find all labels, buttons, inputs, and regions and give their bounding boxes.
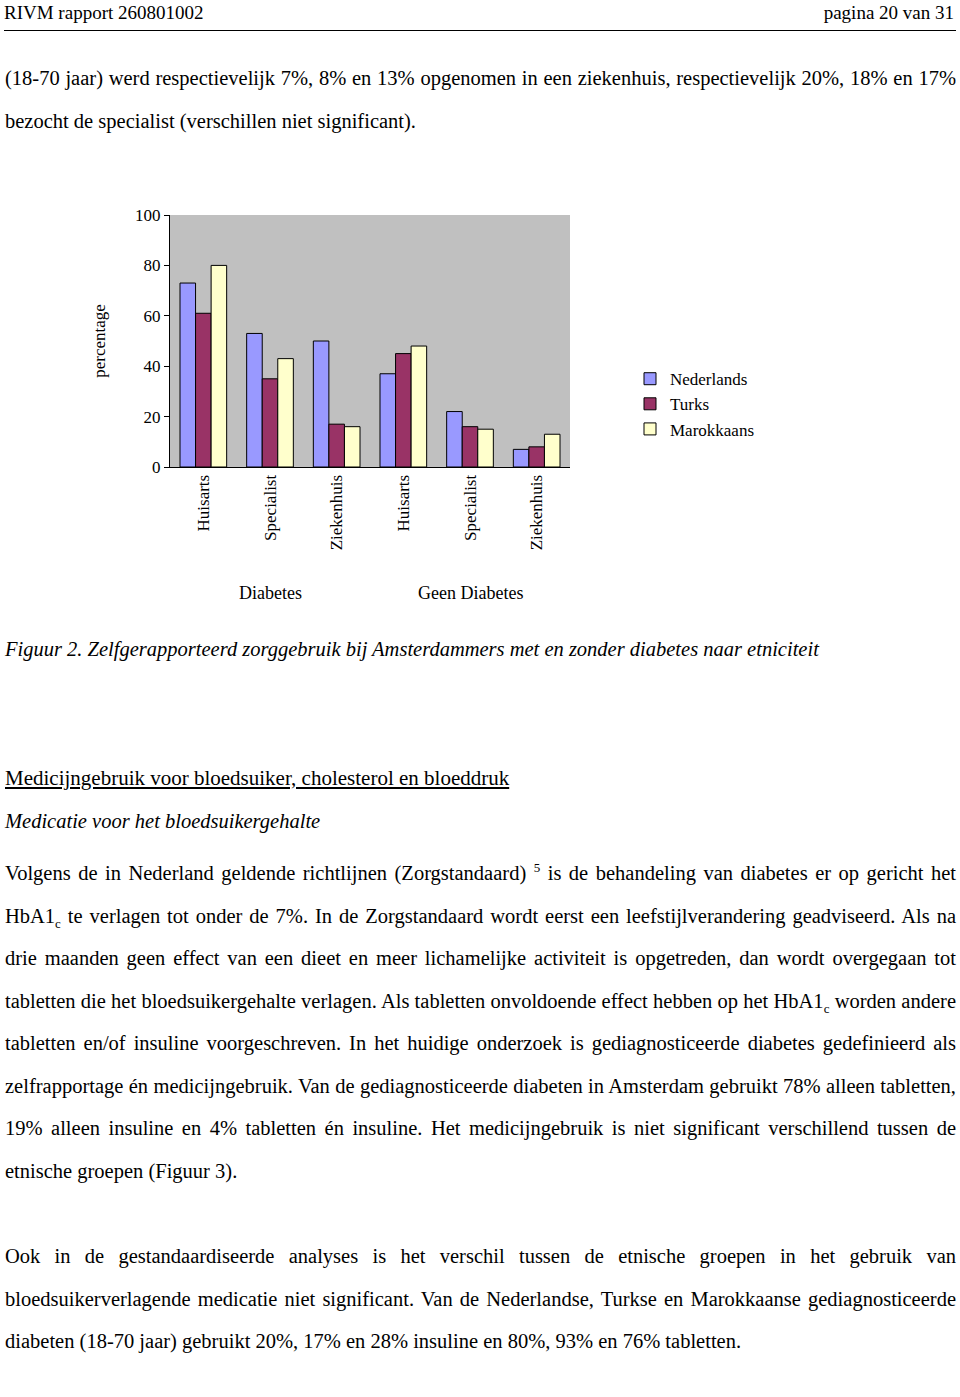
- svg-text:Huisarts: Huisarts: [394, 475, 413, 532]
- svg-text:Geen Diabetes: Geen Diabetes: [418, 583, 523, 603]
- svg-text:Turks: Turks: [670, 395, 709, 414]
- html-text:pagina 20 van 31: pagina 20 van 31: [823, 2, 954, 23]
- html-text:Ook in de gestandaardiseerde a: Ook in de gestandaardiseerde analyses is…: [5, 1245, 956, 1352]
- html-text:Volgens de in Nederland gelden: Volgens de in Nederland geldende richtli…: [5, 860, 956, 1182]
- svg-text:Huisarts: Huisarts: [194, 475, 213, 532]
- svg-text:Ziekenhuis: Ziekenhuis: [527, 475, 546, 551]
- html-text:Medicijngebruik voor bloedsuik: Medicijngebruik voor bloedsuiker, choles…: [5, 766, 510, 790]
- html-text:RIVM rapport 260801002: RIVM rapport 260801002: [4, 2, 204, 23]
- svg-text:Nederlands: Nederlands: [670, 370, 747, 389]
- svg-text:40: 40: [144, 357, 161, 376]
- svg-text:60: 60: [144, 307, 161, 326]
- svg-text:Diabetes: Diabetes: [239, 583, 302, 603]
- html-text:Medicatie voor het bloedsuiker: Medicatie voor het bloedsuikergehalte: [5, 810, 321, 832]
- svg-text:100: 100: [135, 206, 161, 225]
- svg-text:Marokkaans: Marokkaans: [670, 421, 754, 440]
- html-text:Figuur 2. Zelfgerapporteerd zo: Figuur 2. Zelfgerapporteerd zorggebruik …: [5, 638, 819, 660]
- svg-text:Specialist: Specialist: [461, 475, 480, 541]
- svg-text:0: 0: [152, 458, 161, 477]
- svg-text:Ziekenhuis: Ziekenhuis: [327, 475, 346, 551]
- svg-text:Specialist: Specialist: [261, 475, 280, 541]
- svg-text:20: 20: [144, 408, 161, 427]
- html-text:(18-70 jaar) werd respectievel: (18-70 jaar) werd respectievelijk 7%, 8%…: [5, 67, 956, 132]
- svg-text:percentage: percentage: [90, 304, 109, 378]
- svg-text:80: 80: [144, 256, 161, 275]
